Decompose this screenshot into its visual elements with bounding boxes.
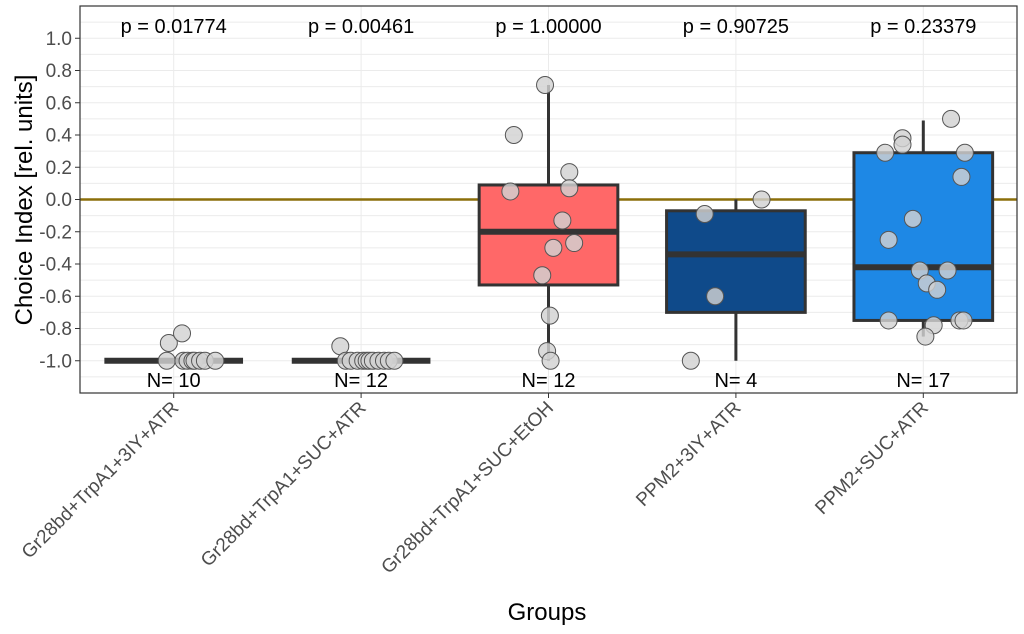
data-point — [903, 209, 922, 228]
y-tick-label: -0.8 — [39, 319, 72, 340]
x-tick-label: Gr28bd+TrpA1+3IY+ATR — [18, 398, 183, 563]
n-count-label: N= 12 — [334, 370, 388, 392]
data-point — [876, 143, 895, 162]
data-point — [159, 334, 178, 353]
x-tick-label: PPM2+SUC+ATR — [811, 398, 932, 519]
p-value-label: p = 0.01774 — [121, 16, 227, 38]
data-point — [560, 163, 579, 182]
data-point — [916, 327, 935, 346]
data-point — [695, 205, 714, 224]
x-tick-label: Gr28bd+TrpA1+SUC+EtOH — [378, 398, 559, 579]
x-tick-label: Gr28bd+TrpA1+SUC+ATR — [197, 398, 371, 572]
data-point — [533, 266, 552, 285]
n-count-label: N= 4 — [714, 370, 757, 392]
p-value-label: p = 0.00461 — [308, 16, 414, 38]
boxes-group — [104, 85, 995, 364]
y-tick-label: -1.0 — [39, 351, 72, 372]
y-axis-ticks: -1.0 -0.8 -0.6 -0.4 -0.2 0.0 0.2 0.4 0.6 0.8 1.0 — [39, 29, 80, 372]
data-point — [540, 306, 559, 325]
data-point — [879, 230, 898, 249]
y-tick-label: -0.6 — [39, 287, 72, 308]
annotations-group: p = 0.01774 N= 10 p = 0.00461 N= 12 p = 1.00… — [121, 16, 977, 392]
box-3 — [477, 183, 620, 287]
data-point — [681, 351, 700, 370]
y-tick-label: 0.2 — [46, 158, 72, 179]
data-point — [952, 167, 971, 186]
n-count-label: N= 10 — [147, 370, 201, 392]
n-count-label: N= 12 — [522, 370, 576, 392]
data-point — [157, 351, 176, 370]
y-tick-label: 0.8 — [46, 61, 72, 82]
data-point — [954, 311, 973, 330]
data-point — [544, 238, 563, 257]
y-tick-label: 1.0 — [46, 29, 72, 50]
y-tick-label: 0.0 — [46, 190, 72, 211]
data-point — [942, 109, 961, 128]
data-point — [565, 234, 584, 253]
data-point — [173, 324, 192, 343]
y-tick-label: 0.6 — [46, 93, 72, 114]
y-tick-label: 0.4 — [46, 126, 73, 147]
data-points-group — [157, 76, 974, 370]
data-point — [928, 280, 947, 299]
data-point — [560, 179, 579, 198]
n-count-label: N= 17 — [896, 370, 950, 392]
data-point — [706, 287, 725, 306]
data-point — [879, 311, 898, 330]
data-point — [955, 143, 974, 162]
y-tick-label: -0.2 — [39, 222, 72, 243]
x-axis-ticks: Gr28bd+TrpA1+3IY+ATR Gr28bd+TrpA1+SUC+ATR… — [18, 393, 933, 578]
x-axis-title: Groups — [508, 599, 587, 626]
p-value-label: p = 0.90725 — [683, 16, 789, 38]
data-point — [385, 351, 404, 370]
y-tick-label: -0.4 — [39, 255, 72, 276]
data-point — [752, 190, 771, 209]
data-point — [504, 126, 523, 144]
data-point — [893, 135, 912, 154]
x-tick-label: PPM2+3IY+ATR — [632, 398, 745, 511]
data-point — [553, 211, 572, 230]
box-5 — [852, 151, 995, 322]
data-point — [206, 351, 225, 370]
box-4 — [665, 209, 807, 314]
data-point — [501, 182, 520, 201]
p-value-label: p = 0.23379 — [870, 16, 976, 38]
data-point — [536, 76, 555, 95]
data-point — [541, 351, 560, 370]
y-axis-title: Choice Index [rel. units] — [11, 75, 38, 326]
data-point — [938, 261, 957, 280]
p-value-label: p = 1.00000 — [495, 16, 601, 38]
